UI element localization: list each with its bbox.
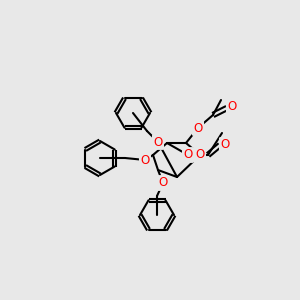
- Text: O: O: [153, 136, 163, 148]
- Text: O: O: [194, 122, 202, 134]
- Text: O: O: [195, 148, 205, 161]
- Text: O: O: [183, 148, 193, 161]
- Text: O: O: [220, 139, 230, 152]
- Text: O: O: [227, 100, 237, 113]
- Text: O: O: [140, 154, 150, 166]
- Text: O: O: [158, 176, 168, 190]
